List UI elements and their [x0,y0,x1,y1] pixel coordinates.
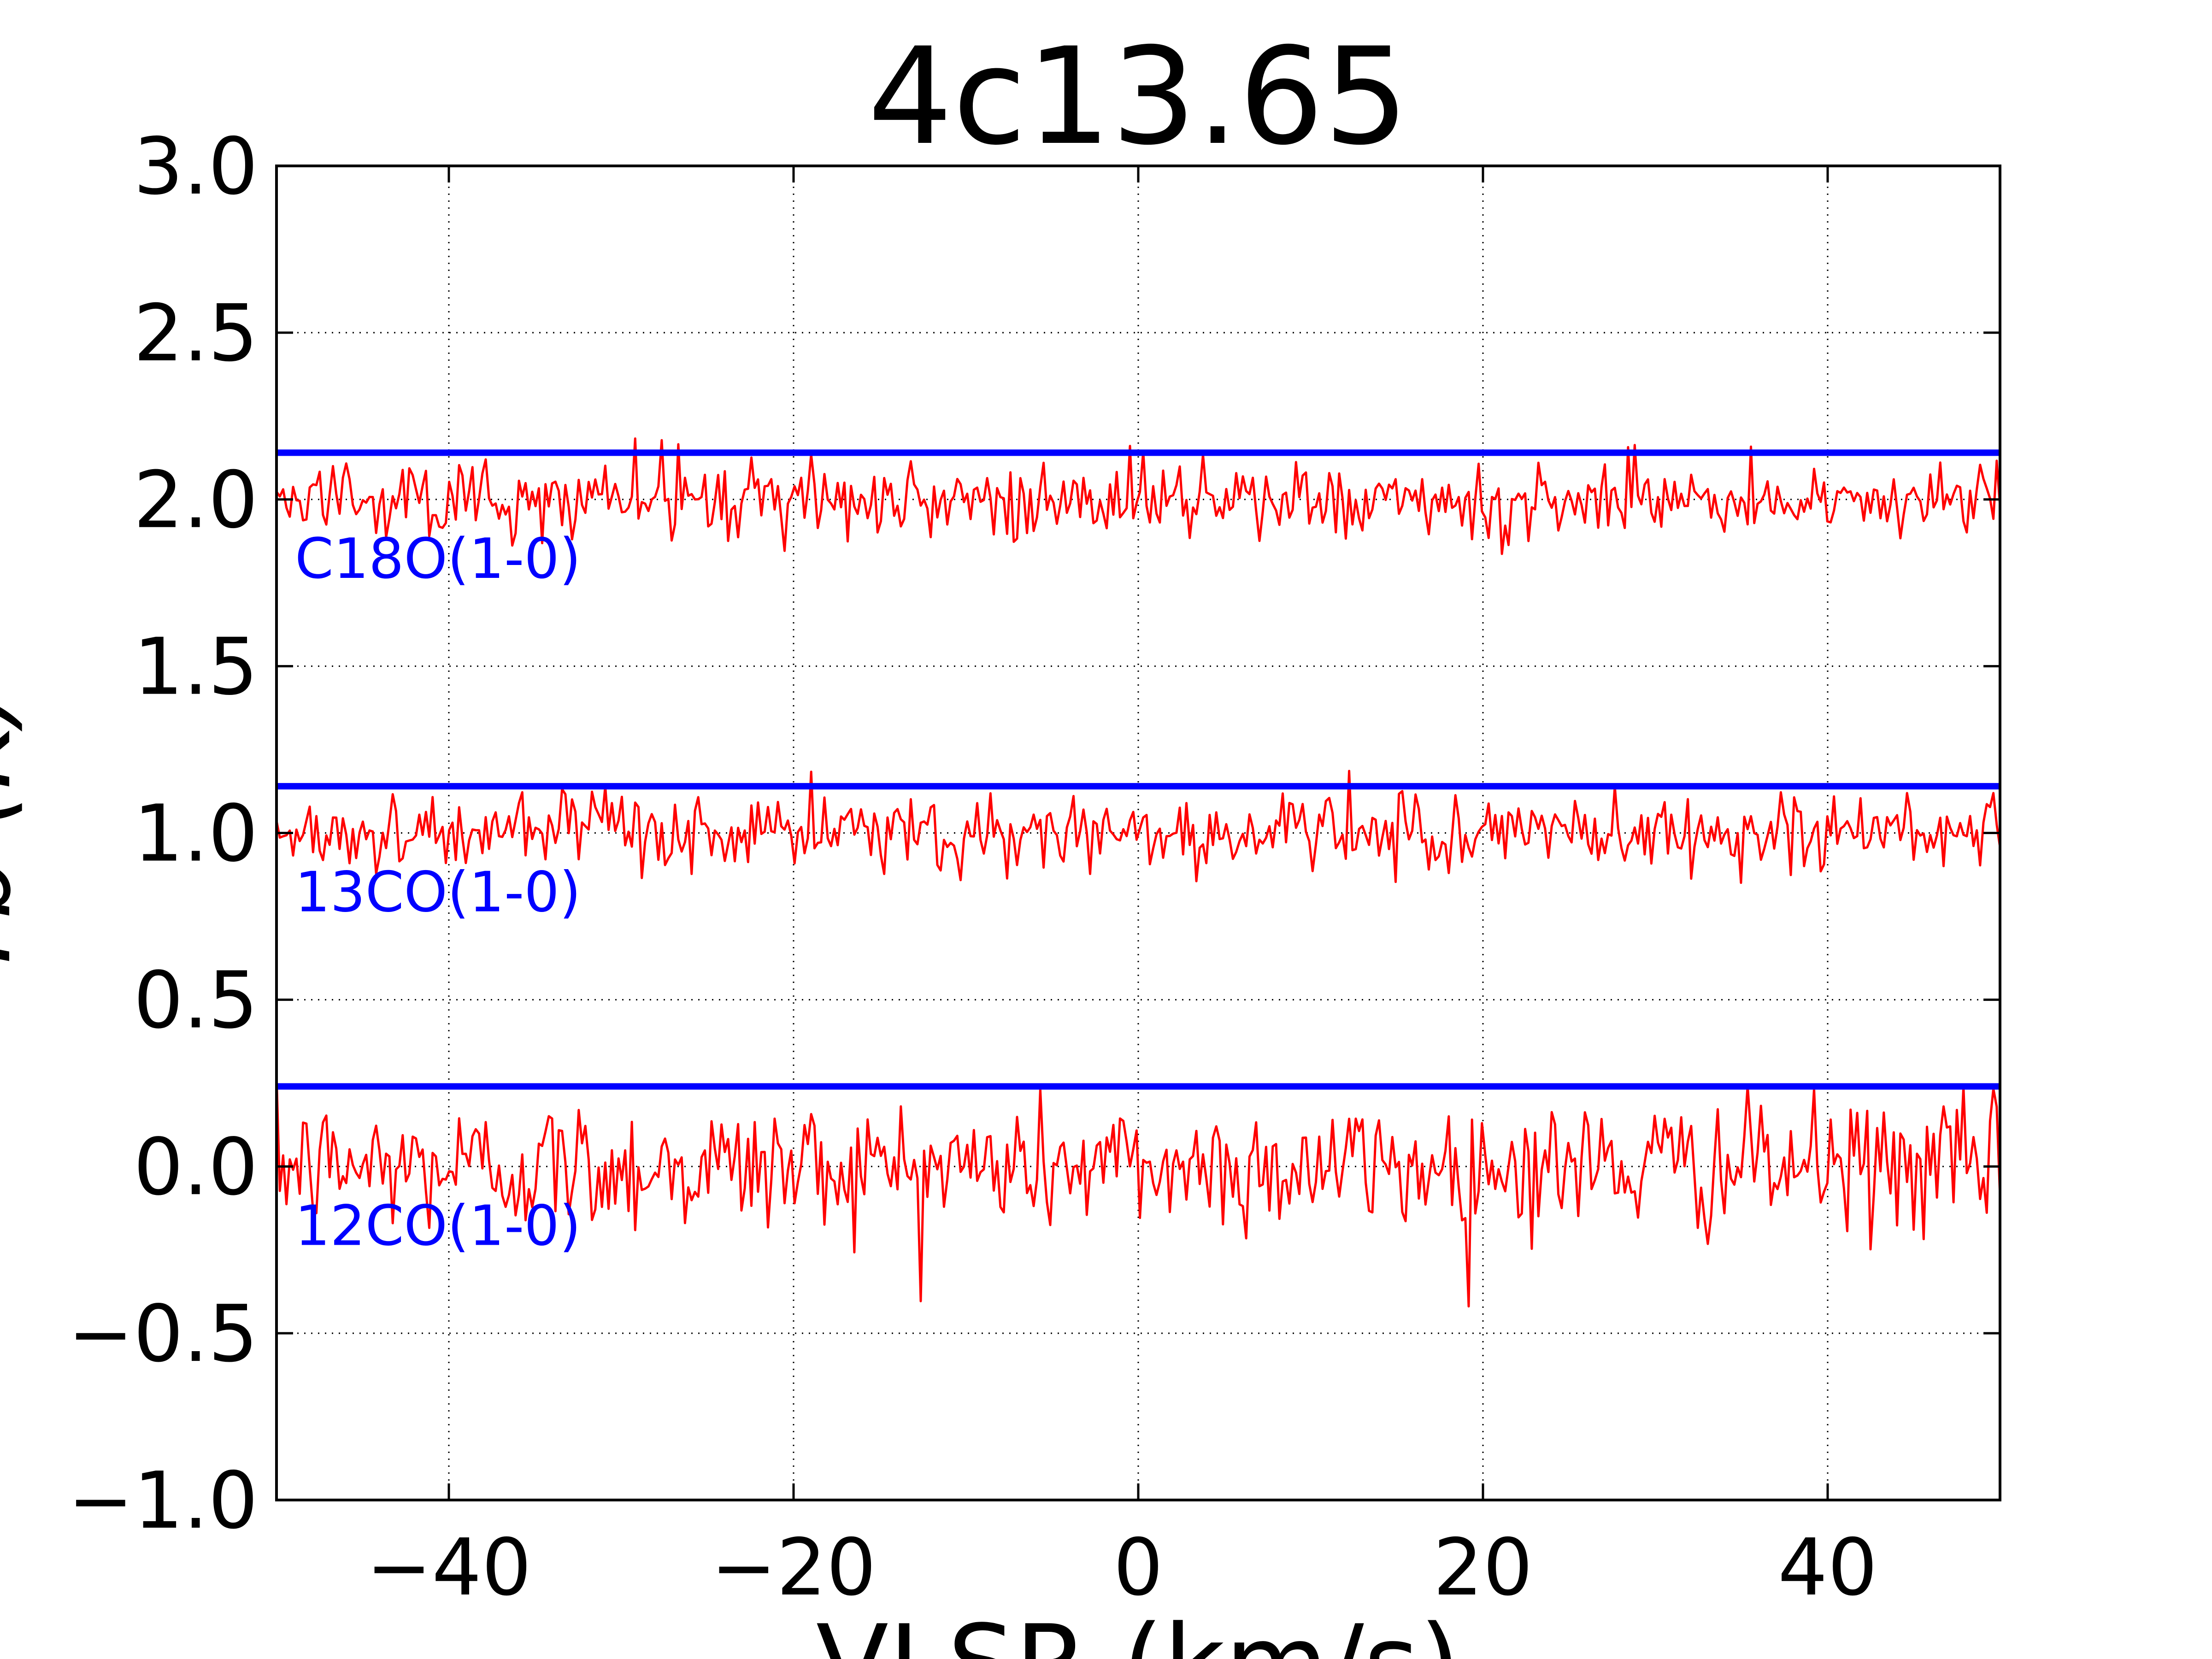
threshold-layer [276,449,2000,1090]
series-label-1: 13CO(1-0) [295,861,581,925]
y-tick-label: −0.5 [68,1288,258,1380]
x-axis-label: VLSR (km/s) [816,1603,1460,1659]
series-labels: 12CO(1-0) 13CO(1-0) C18O(1-0) [295,527,581,1259]
ticks: −40 −20 0 20 40 −1.0 −0.5 0.0 0.5 1.0 1.5 2.0 2.5 3.0 [68,121,2000,1613]
spectrum-line-2 [275,437,2001,555]
spectrum-line-0 [275,1074,2001,1308]
x-tick-label: 40 [1778,1522,1877,1613]
y-axis-label: Tb (K) [0,688,32,978]
x-tick-label: −40 [366,1522,532,1613]
y-tick-label: 1.0 [134,788,258,880]
y-tick-label: 0.5 [134,955,258,1046]
y-tick-label: 1.5 [134,622,258,713]
x-tick-label: 0 [1113,1522,1163,1613]
series-label-2: C18O(1-0) [295,527,581,591]
series-label-0: 12CO(1-0) [295,1194,581,1258]
x-tick-label: −20 [711,1522,877,1613]
y-tick-label: −1.0 [68,1455,258,1547]
series-layer [275,437,2001,1308]
y-tick-label: 0.0 [134,1122,258,1213]
y-tick-label: 2.5 [134,288,258,379]
spectrum-line-1 [275,770,2001,884]
y-tick-label: 2.0 [134,455,258,546]
grid [276,166,2000,1500]
svg-text:Tb (K): Tb (K) [0,688,32,978]
y-tick-label: 3.0 [134,121,258,212]
chart-title: 4c13.65 [868,19,1409,175]
x-tick-label: 20 [1433,1522,1533,1613]
